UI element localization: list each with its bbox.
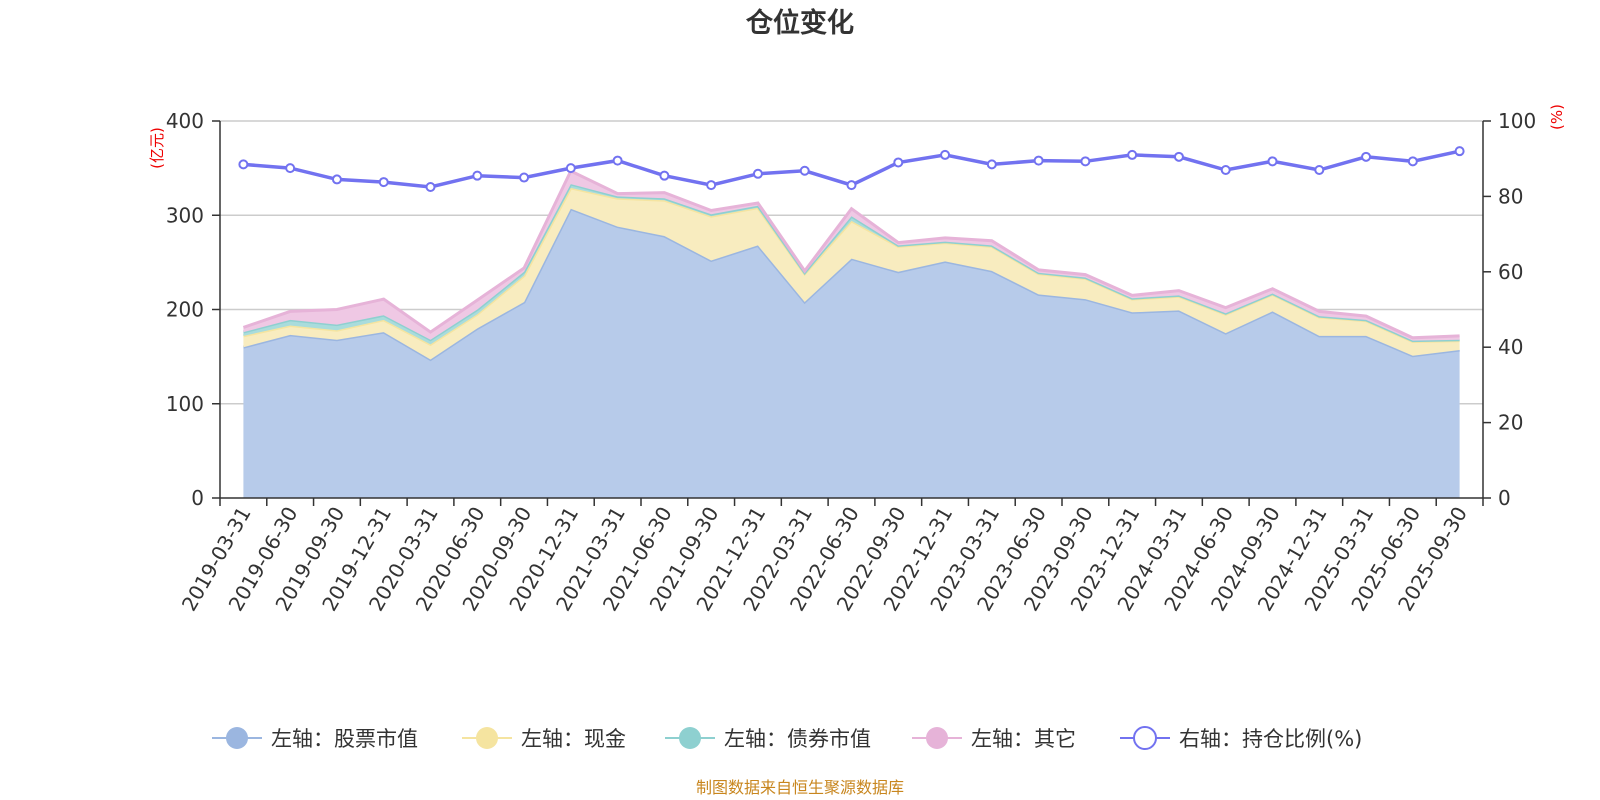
- right-tick-label: 20: [1498, 411, 1523, 435]
- ratio-point: [893, 157, 904, 168]
- ratio-point: [1267, 156, 1278, 167]
- ratio-point: [940, 149, 951, 160]
- ratio-point: [799, 165, 810, 176]
- ratio-point: [238, 159, 249, 170]
- ratio-point: [1454, 146, 1465, 157]
- stacked-areas: [242, 168, 1460, 498]
- chart-title: 仓位变化: [745, 7, 854, 39]
- ratio-point: [706, 180, 717, 191]
- area-line-series-3: [242, 168, 1460, 340]
- ratio-point: [1220, 165, 1231, 176]
- ratio-point: [565, 163, 576, 174]
- left-tick-label: 400: [166, 109, 204, 133]
- legend-marker-icon: [1133, 726, 1157, 750]
- ratio-point: [285, 163, 296, 174]
- right-tick-label: 100: [1498, 109, 1536, 133]
- legend-label: 右轴：持仓比例(%): [1179, 727, 1362, 751]
- ratio-line: [238, 146, 1465, 192]
- ratio-point: [752, 168, 763, 179]
- legend-marker-icon: [926, 727, 948, 749]
- left-tick-label: 0: [191, 486, 204, 510]
- legend-label: 左轴：债券市值: [724, 727, 871, 751]
- legend-marker-icon: [476, 727, 498, 749]
- area-series-0: [243, 208, 1460, 498]
- legend-label: 左轴：其它: [971, 727, 1076, 751]
- right-tick-label: 60: [1498, 260, 1523, 284]
- ratio-point: [1033, 155, 1044, 166]
- right-tick-label: 0: [1498, 486, 1511, 510]
- ratio-point: [846, 180, 857, 191]
- ratio-point: [519, 172, 530, 183]
- ratio-point: [612, 155, 623, 166]
- ratio-point: [1361, 151, 1372, 162]
- left-axis-unit: (亿元): [148, 127, 166, 169]
- right-tick-label: 40: [1498, 335, 1523, 359]
- ratio-point: [1127, 149, 1138, 160]
- footer-source: 制图数据来自恒生聚源数据库: [696, 778, 904, 797]
- ratio-point: [378, 177, 389, 188]
- legend-marker-icon: [679, 727, 701, 749]
- legend-label: 左轴：股票市值: [271, 727, 418, 751]
- left-tick-label: 100: [166, 392, 204, 416]
- legend-marker-icon: [226, 727, 248, 749]
- ratio-point: [331, 174, 342, 185]
- legend: 左轴：股票市值 左轴：现金 左轴：债券市值 左轴：其它 右轴：持仓比例(%): [212, 726, 1362, 751]
- ratio-point: [1314, 165, 1325, 176]
- ratio-point: [986, 159, 997, 170]
- legend-label: 左轴：现金: [521, 727, 626, 751]
- ratio-point: [1080, 156, 1091, 167]
- ratio-point: [659, 170, 670, 181]
- right-axis-unit: (%): [1548, 104, 1566, 130]
- ratio-point: [425, 181, 436, 192]
- left-tick-label: 300: [166, 203, 204, 227]
- ratio-point: [1173, 151, 1184, 162]
- ratio-point: [472, 170, 483, 181]
- right-tick-label: 80: [1498, 184, 1523, 208]
- ratio-point: [1407, 156, 1418, 167]
- left-tick-label: 200: [166, 298, 204, 322]
